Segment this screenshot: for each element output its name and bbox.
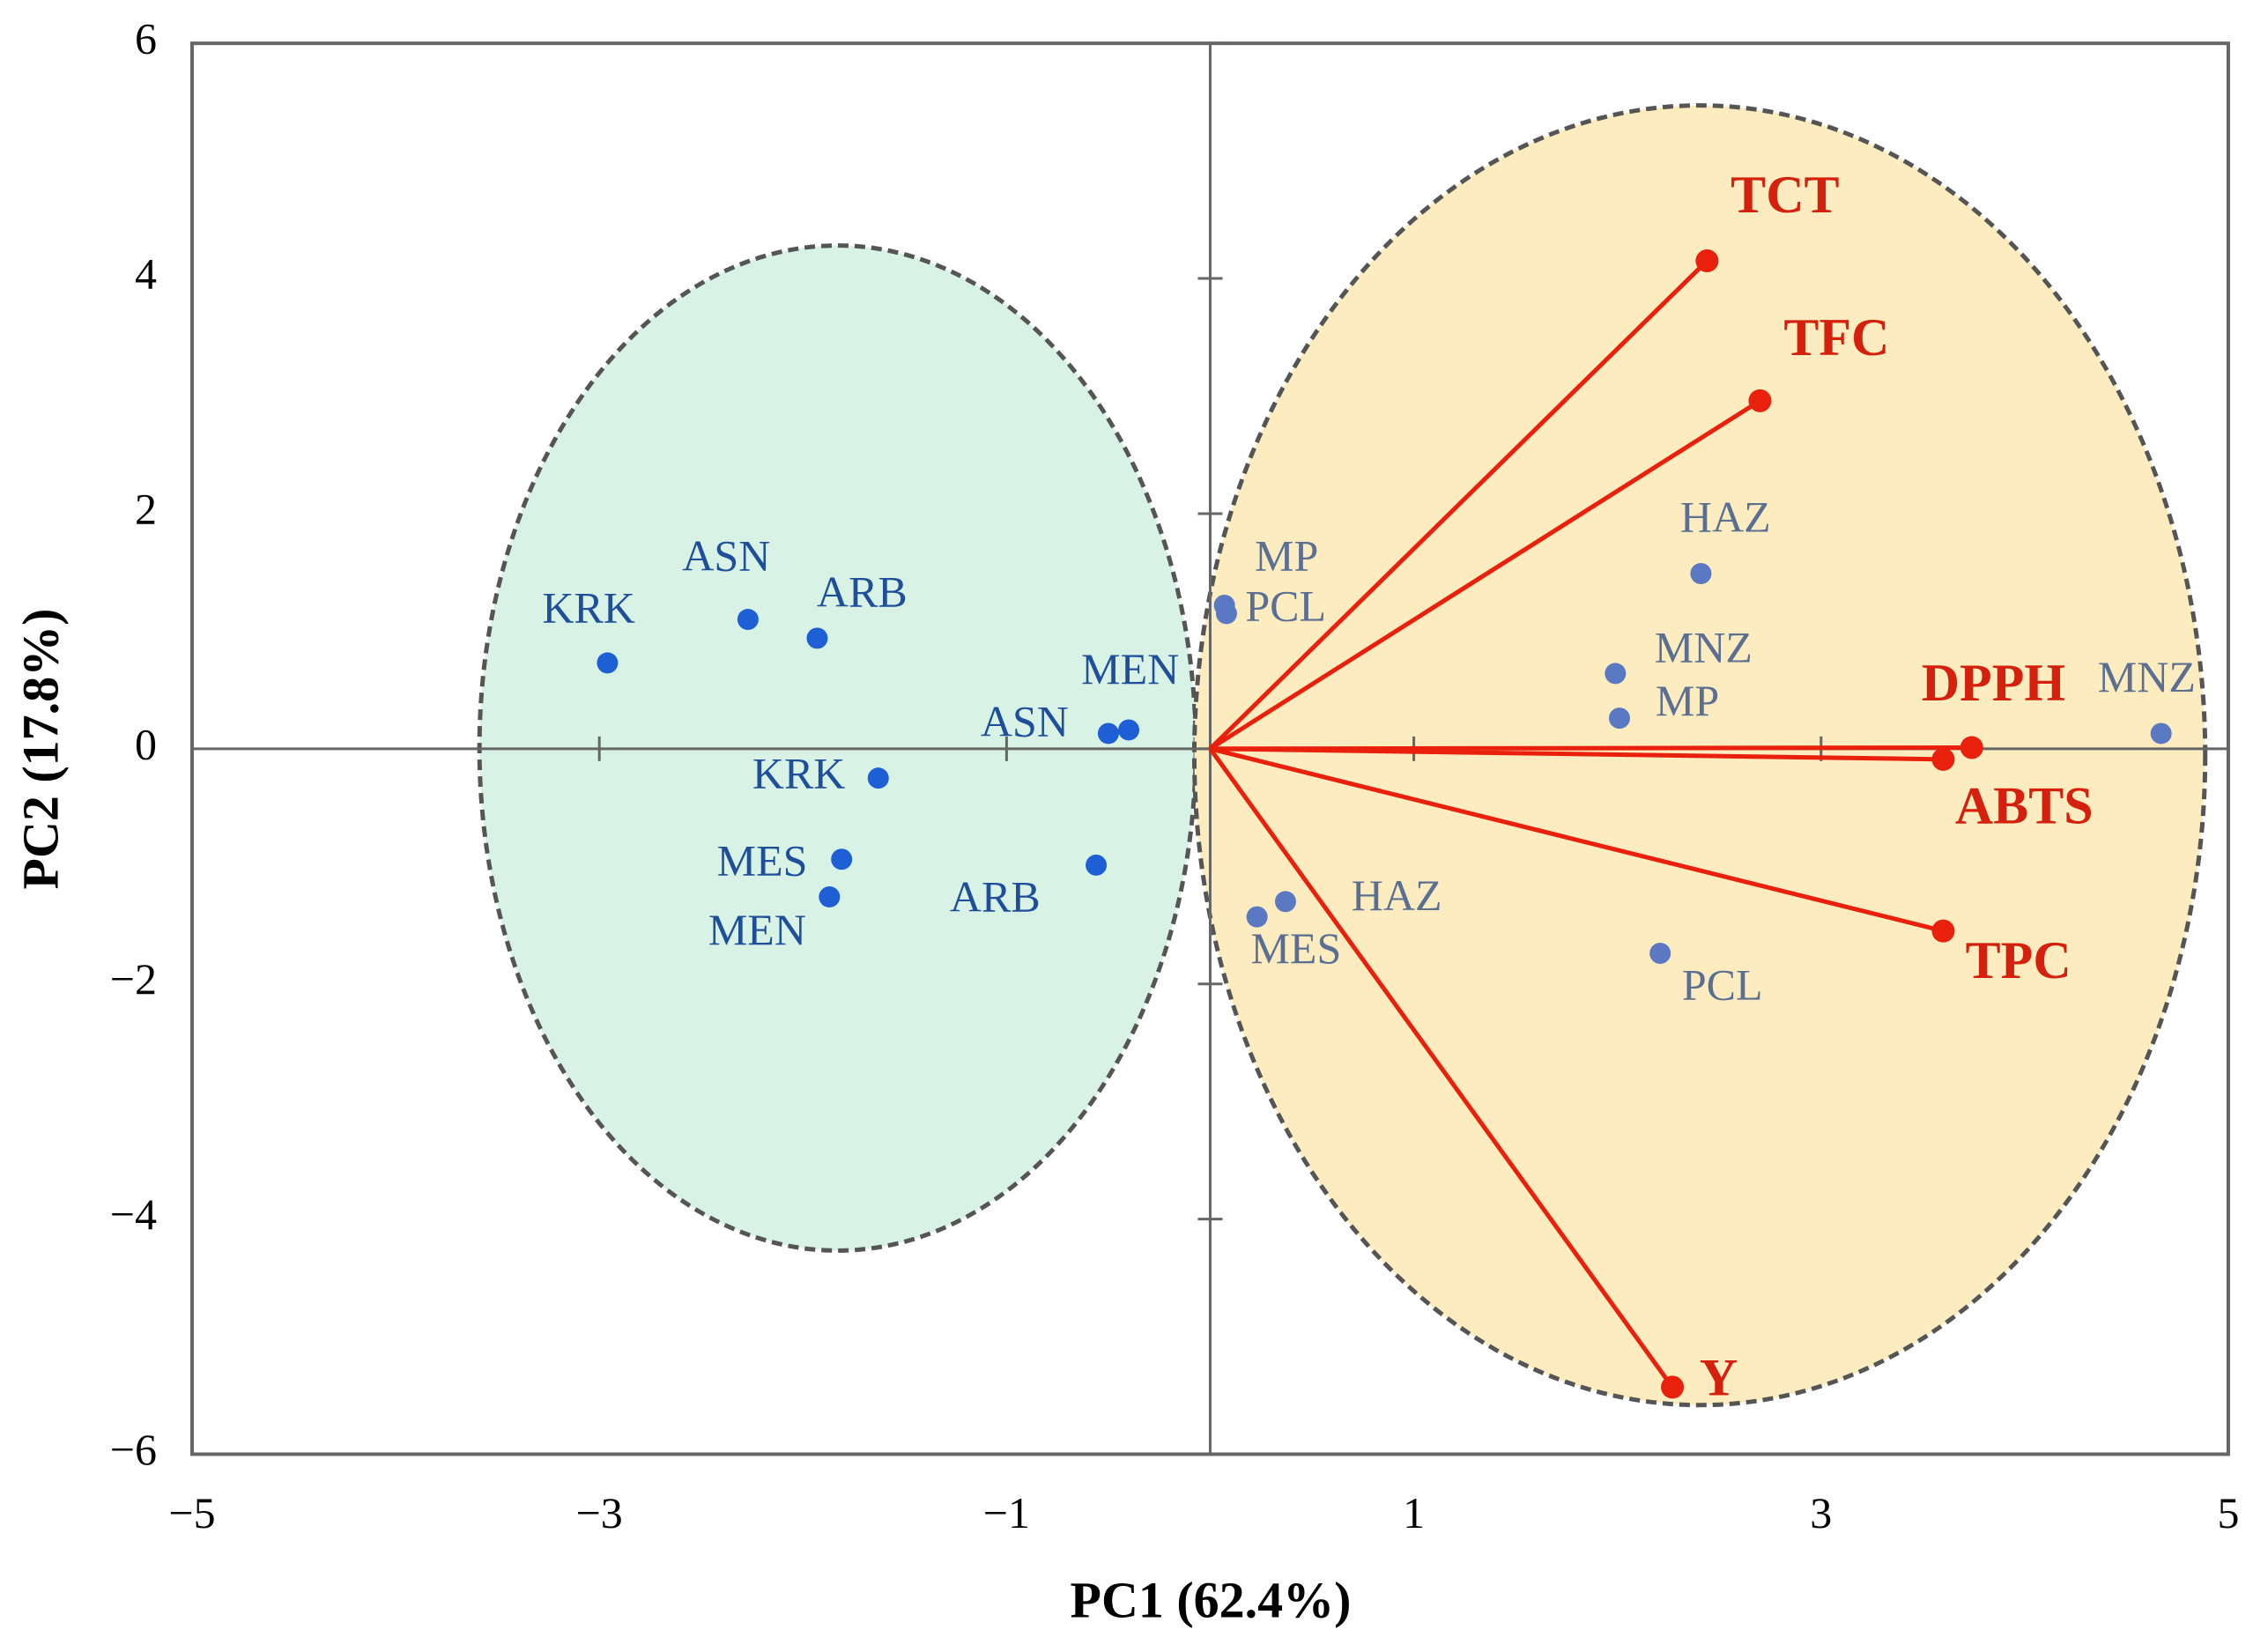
loading-point xyxy=(1931,747,1955,771)
loading-label: TFC xyxy=(1783,308,1889,367)
score-point xyxy=(597,652,619,674)
score-label: KRK xyxy=(752,749,846,798)
score-point xyxy=(867,767,889,789)
x-tick-label: 5 xyxy=(2217,1488,2239,1537)
score-point xyxy=(2150,722,2172,745)
score-point xyxy=(1608,707,1630,730)
y-axis-title: PC2 (17.8%) xyxy=(11,609,69,890)
score-label: ASN xyxy=(981,697,1069,746)
loading-point xyxy=(1960,736,1983,759)
score-point xyxy=(1118,719,1140,741)
loading-vector xyxy=(1210,746,1944,762)
loading-vector xyxy=(1209,746,1945,934)
score-label: MES xyxy=(1250,923,1341,973)
loading-vector xyxy=(1208,259,1709,751)
loading-label: TPC xyxy=(1966,931,2071,989)
y-tick-label: 4 xyxy=(135,249,157,299)
score-point xyxy=(819,885,841,907)
score-point xyxy=(737,609,759,631)
score-label: HAZ xyxy=(1352,870,1442,920)
loading-point xyxy=(1695,249,1719,273)
loading-label: TCT xyxy=(1731,166,1839,224)
score-label: ARB xyxy=(950,871,1041,921)
score-point xyxy=(1690,562,1712,584)
score-label: MEN xyxy=(708,905,806,954)
score-label: PCL xyxy=(1682,959,1763,1009)
y-tick-label: 0 xyxy=(135,719,157,768)
loading-label: Y xyxy=(1700,1348,1738,1406)
score-label: MEN xyxy=(1081,644,1179,693)
loading-point xyxy=(1748,389,1772,412)
loading-label: ABTS xyxy=(1955,777,2094,835)
score-label: PCL xyxy=(1245,582,1326,631)
score-label: ASN xyxy=(682,530,770,580)
y-tick-label: 6 xyxy=(135,14,157,63)
x-tick-label: 3 xyxy=(1810,1488,1832,1537)
x-tick-label: −1 xyxy=(983,1488,1030,1537)
score-label: HAZ xyxy=(1680,492,1771,541)
score-point xyxy=(806,627,828,649)
score-point xyxy=(1649,943,1671,965)
y-tick-label: −2 xyxy=(110,954,157,1004)
y-tick-label: 2 xyxy=(135,484,157,533)
x-axis-title: PC1 (62.4%) xyxy=(1071,1571,1352,1628)
loading-vector xyxy=(1208,747,1675,1389)
x-tick-label: −3 xyxy=(576,1488,623,1537)
score-point xyxy=(1246,906,1268,928)
x-tick-label: −5 xyxy=(168,1488,215,1537)
score-point xyxy=(1086,854,1108,876)
score-point xyxy=(1215,603,1237,625)
score-point xyxy=(1274,891,1296,913)
x-tick-label: 1 xyxy=(1403,1488,1425,1537)
loading-point xyxy=(1931,919,1955,943)
score-label: MP xyxy=(1255,531,1318,581)
loading-point xyxy=(1661,1375,1685,1399)
loading-label: DPPH xyxy=(1922,654,2065,712)
score-label: ARB xyxy=(817,567,908,616)
y-tick-label: −4 xyxy=(110,1189,157,1239)
score-label: MES xyxy=(717,835,808,885)
score-label: MNZ xyxy=(1655,622,1753,671)
score-label: KRK xyxy=(542,583,635,633)
y-tick-label: −6 xyxy=(110,1425,157,1474)
score-point xyxy=(1097,722,1119,745)
score-point xyxy=(831,848,853,870)
loading-vector xyxy=(1209,398,1761,751)
score-label: MP xyxy=(1656,676,1719,725)
score-point xyxy=(1605,663,1627,685)
score-label: MNZ xyxy=(2098,652,2196,701)
